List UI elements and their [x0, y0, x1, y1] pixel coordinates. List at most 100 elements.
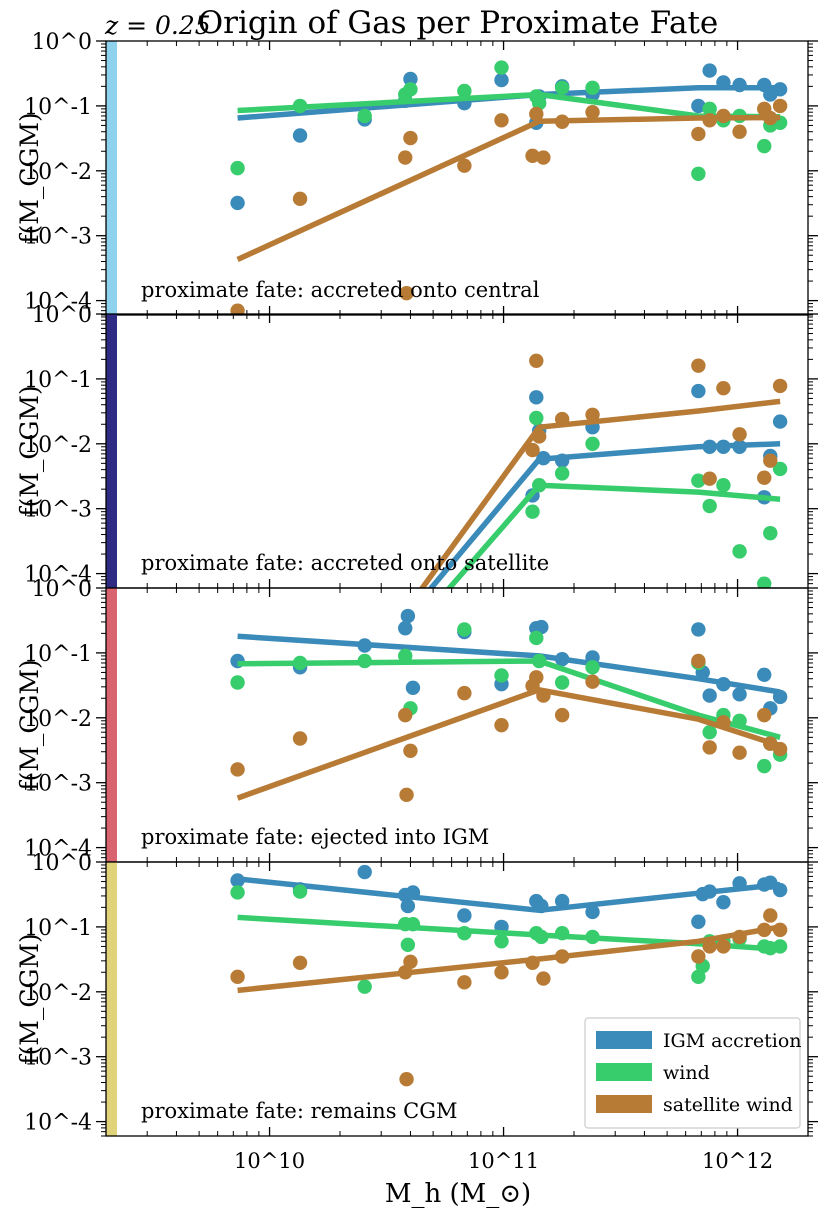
panel-frame — [105, 40, 809, 316]
y-axis-label: f(M_CGM) — [15, 659, 44, 791]
data-point — [757, 576, 772, 588]
panel-frame — [105, 861, 809, 1137]
fit-line — [237, 924, 781, 994]
data-point — [230, 969, 245, 985]
y-tick-label: 10^-1 — [24, 95, 92, 120]
data-point — [403, 71, 418, 87]
data-point — [494, 113, 509, 128]
data-point — [357, 864, 372, 880]
data-point — [716, 380, 731, 396]
data-point — [457, 622, 472, 637]
data-point — [398, 150, 413, 165]
data-point — [691, 949, 706, 964]
data-point — [494, 934, 509, 949]
data-point — [757, 138, 772, 154]
data-point — [457, 158, 472, 173]
data-point — [691, 126, 706, 142]
y-tick-label: 10^-3 — [24, 225, 92, 250]
legend: IGM accretion wind satellite wind — [584, 1017, 802, 1129]
y-axis-label: f(M_CGM) — [15, 385, 44, 517]
y-tick-label: 10^0 — [32, 303, 92, 328]
data-point — [554, 466, 570, 481]
data-point — [529, 410, 544, 426]
data-point — [525, 504, 540, 519]
panels: 10^0 10^-1 10^-2 10^-3 10^-4 f(M_CGM) proximat… — [15, 30, 818, 1173]
data-point — [529, 353, 544, 369]
data-point — [585, 436, 600, 452]
data-point — [398, 621, 413, 636]
data-point — [585, 407, 600, 422]
y-tick-label: 10^-4 — [24, 563, 92, 588]
data-point — [691, 969, 706, 985]
data-point — [399, 286, 414, 301]
y-tick-label: 10^-2 — [24, 981, 92, 1006]
data-point — [230, 762, 245, 777]
y-tick-label: 10^0 — [32, 30, 92, 55]
data-point — [357, 979, 372, 994]
y-axis-label: f(M_CGM) — [15, 933, 44, 1065]
data-point — [403, 82, 418, 97]
panel-annotation: proximate fate: ejected into IGM — [141, 825, 489, 849]
y-tick-label: 10^-2 — [24, 160, 92, 185]
data-point — [494, 72, 509, 88]
legend-label: satellite wind — [663, 1094, 793, 1116]
panel-1: 10^0 10^-1 10^-2 10^-3 10^-4 f(M_CGM) proximat… — [15, 30, 818, 316]
data-point — [525, 148, 540, 164]
y-tick-label: 10^-1 — [24, 916, 92, 941]
data-point — [702, 471, 717, 486]
redshift-label: z = 0.25 — [104, 11, 211, 40]
data-point — [757, 667, 772, 682]
data-point — [400, 898, 416, 914]
data-point — [457, 685, 472, 701]
data-point — [716, 478, 731, 493]
data-point — [702, 101, 717, 117]
data-point — [691, 358, 706, 373]
data-point — [732, 124, 747, 139]
data-point — [494, 965, 509, 980]
data-point — [399, 1072, 414, 1087]
panel-data — [230, 608, 788, 803]
data-point — [757, 707, 772, 723]
data-point — [691, 653, 706, 669]
fit-line — [237, 914, 781, 953]
data-point — [230, 885, 245, 900]
data-point — [403, 130, 418, 146]
data-point — [691, 914, 706, 929]
x-axis-label: M_h (M_⊙) — [385, 1179, 531, 1209]
data-point — [554, 675, 570, 690]
data-point — [292, 731, 308, 746]
x-tick-label: 10^10 — [234, 1149, 305, 1173]
data-point — [457, 83, 472, 99]
y-tick-label: 10^-3 — [24, 772, 92, 797]
x-tick-label: 10^12 — [702, 1149, 773, 1173]
y-tick-label: 10^-3 — [24, 1046, 92, 1071]
panel-data — [418, 353, 788, 588]
y-tick-label: 10^-1 — [24, 368, 92, 393]
data-point — [554, 80, 570, 96]
data-point — [536, 150, 551, 165]
panel-annotation: proximate fate: remains CGM — [141, 1099, 458, 1123]
data-point — [732, 427, 747, 442]
data-point — [536, 971, 551, 986]
data-point — [691, 622, 706, 637]
panel-annotation: proximate fate: accreted onto satellite — [141, 551, 549, 575]
data-point — [230, 195, 245, 211]
data-point — [702, 740, 717, 755]
panel-color-strip — [106, 862, 117, 1136]
data-point — [702, 724, 717, 740]
data-point — [534, 619, 549, 635]
legend-label: wind — [663, 1062, 710, 1084]
data-point — [531, 96, 547, 111]
fit-line — [427, 441, 781, 588]
data-point — [691, 383, 706, 399]
panel-data — [230, 864, 788, 1087]
panel-data — [230, 60, 788, 315]
data-point — [702, 498, 717, 514]
data-point — [529, 630, 544, 646]
data-point — [494, 60, 509, 75]
data-point — [757, 470, 772, 485]
data-point — [716, 939, 731, 954]
data-point — [732, 544, 747, 559]
fit-line — [418, 398, 781, 588]
